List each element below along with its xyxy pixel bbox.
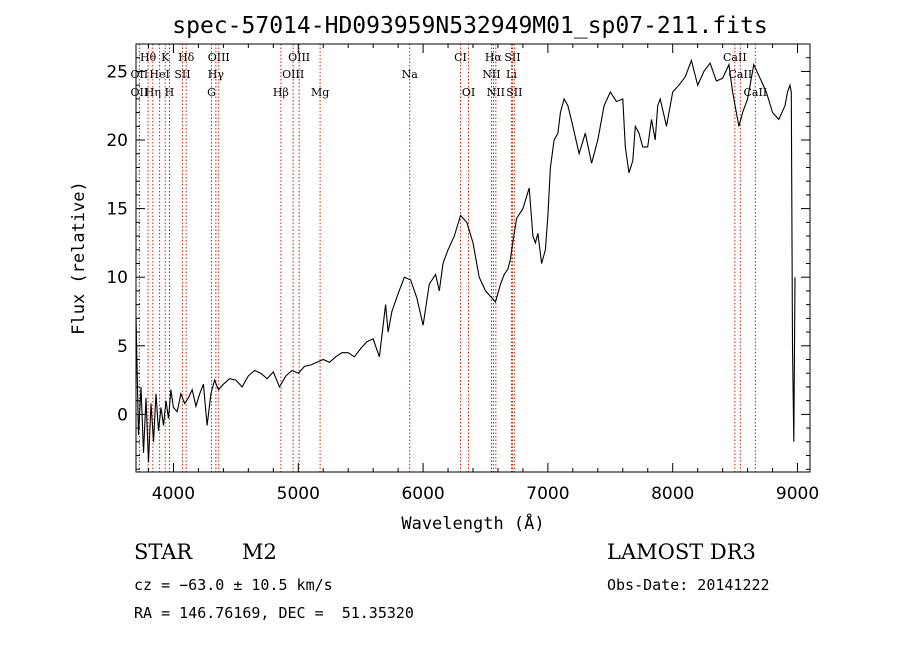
x-axis-label: Wavelength (Å) [401,512,544,534]
y-tick-label: 20 [106,131,128,151]
line-id-label: OI [462,86,475,99]
y-tick-label: 25 [106,62,128,82]
obs-date: Obs-Date: 20141222 [607,576,770,594]
x-tick-label: 8000 [651,484,694,504]
axis-ticks: 4000 5000 6000 7000 8000 9000 0 5 10 15 20 25 [106,43,819,504]
line-id-label: OIII [288,51,310,64]
line-id-label: H [165,86,175,99]
line-marker-group [138,44,756,472]
y-tick-label: 10 [106,268,128,288]
y-axis-label: Flux (relative) [69,181,89,335]
y-tick-label: 5 [117,337,128,357]
line-id-label: NII [487,86,505,99]
x-tick-label: 5000 [277,484,320,504]
chart-title: spec-57014-HD093959N532949M01_sp07-211.f… [172,13,767,39]
x-tick-label: 4000 [152,484,195,504]
line-id-label: Hθ [140,51,157,64]
line-id-label: NII [482,68,500,81]
line-id-label: Hδ [178,51,195,64]
line-id-label: Hβ [273,86,289,99]
x-tick-label: 7000 [526,484,569,504]
line-id-label: SII [504,51,520,64]
line-id-label: Li [506,68,517,81]
line-id-label: SII [174,68,190,81]
line-id-label: SII [506,86,522,99]
line-id-label: G [207,86,216,99]
line-id-label: Mg [311,86,329,99]
line-id-label: OII [131,86,149,99]
line-id-label: Hα [485,51,503,64]
line-id-label: CaII [729,68,753,81]
line-id-label: CI [454,51,467,64]
line-id-label: OIII [282,68,304,81]
line-id-label: OII [131,68,149,81]
object-class: STAR [134,540,193,564]
survey-name: LAMOST DR3 [607,540,756,564]
line-id-label: Hγ [208,68,225,81]
line-id-label: K [161,51,170,64]
line-id-label: HeI [149,68,169,81]
line-id-label: CaII [743,86,767,99]
line-id-label: OIII [208,51,230,64]
y-tick-label: 0 [117,405,128,425]
line-id-label: CaII [723,51,747,64]
spectrum-line [135,58,796,463]
redshift-cz: cz = −63.0 ± 10.5 km/s [134,576,333,594]
line-id-label: Hη [145,86,161,99]
x-tick-label: 9000 [776,484,819,504]
object-subclass: M2 [242,540,277,564]
coordinates: RA = 146.76169, DEC = 51.35320 [134,604,414,622]
y-tick-label: 15 [106,200,128,220]
plot-frame [135,43,811,473]
line-id-label: Na [402,68,419,81]
x-tick-label: 6000 [401,484,444,504]
